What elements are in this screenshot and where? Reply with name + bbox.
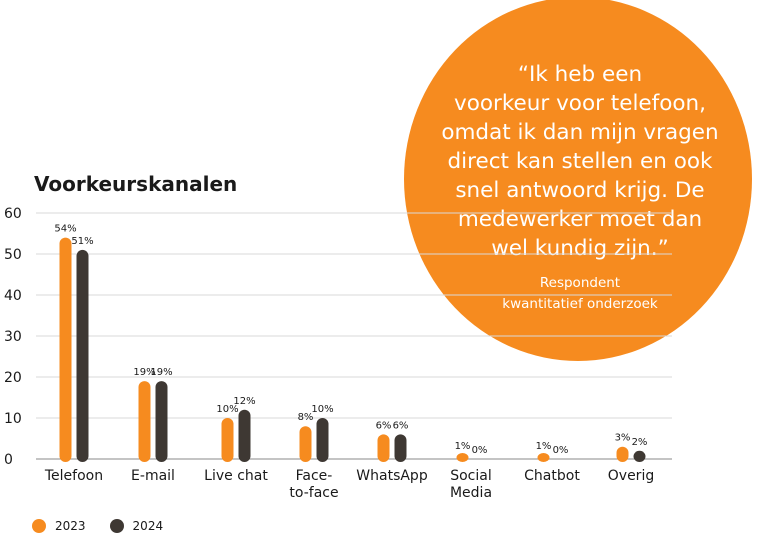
chart-title: Voorkeurskanalen (34, 172, 238, 196)
legend-label-2024: 2024 (132, 519, 164, 533)
x-tick-label: Live chat (204, 468, 268, 484)
bar-2024 (633, 450, 646, 462)
y-tick-label: 40 (4, 288, 22, 304)
data-label-2023: 54% (54, 224, 76, 235)
bar-2024 (76, 249, 89, 462)
bar-2023 (138, 381, 151, 462)
bar-2024 (238, 409, 251, 462)
data-label-2024: 51% (71, 236, 93, 247)
data-label-2024: 2% (632, 437, 648, 448)
y-tick-label: 0 (4, 452, 13, 468)
quote-attribution: Respondent kwantitatief onderzoek (502, 275, 658, 312)
data-label-2024: 0% (553, 445, 569, 456)
legend-swatch-2023 (32, 519, 46, 533)
data-label-2024: 19% (150, 367, 172, 378)
chart-legend: 2023 2024 (32, 519, 187, 533)
y-tick-label: 30 (4, 329, 22, 345)
y-tick-label: 20 (4, 370, 22, 386)
quote-bubble (404, 0, 752, 361)
legend-item-2023: 2023 (32, 519, 86, 533)
data-label-2023: 1% (536, 441, 552, 452)
data-label-2023: 3% (615, 433, 631, 444)
data-label-2024: 10% (311, 404, 333, 415)
bar-2023 (299, 426, 312, 462)
x-tick-label: Social Media (450, 468, 492, 501)
bar-2023 (616, 446, 629, 462)
bar-2024 (394, 434, 407, 462)
legend-swatch-2024 (109, 519, 124, 533)
data-label-2023: 10% (216, 404, 238, 415)
y-tick-label: 60 (4, 206, 22, 222)
bar-2024 (316, 418, 329, 462)
bar-2024 (155, 381, 168, 462)
x-tick-label: Chatbot (524, 468, 580, 484)
legend-label-2023: 2023 (55, 519, 86, 533)
x-tick-label: WhatsApp (356, 468, 428, 484)
x-tick-label: Face-to-face (289, 468, 338, 501)
data-label-2024: 12% (233, 396, 255, 407)
bar-2023 (537, 453, 550, 462)
data-label-2024: 6% (393, 420, 409, 431)
data-label-2023: 8% (298, 412, 314, 423)
bar-2023 (377, 434, 390, 462)
data-label-2023: 6% (376, 420, 392, 431)
data-label-2023: 19% (133, 367, 155, 378)
legend-item-2024: 2024 (109, 519, 164, 533)
bar-2023 (221, 418, 234, 462)
data-label-2024: 0% (472, 445, 488, 456)
bar-2023 (59, 237, 72, 462)
x-tick-label: Telefoon (44, 468, 103, 484)
y-tick-label: 50 (4, 247, 22, 263)
data-label-2023: 1% (455, 441, 471, 452)
respondent-quote: “Ik heb een voorkeur voor telefoon, omda… (441, 62, 719, 261)
x-tick-label: E-mail (131, 468, 175, 484)
bar-2023 (456, 453, 469, 462)
x-tick-label: Overig (608, 468, 654, 484)
y-tick-label: 10 (4, 411, 22, 427)
